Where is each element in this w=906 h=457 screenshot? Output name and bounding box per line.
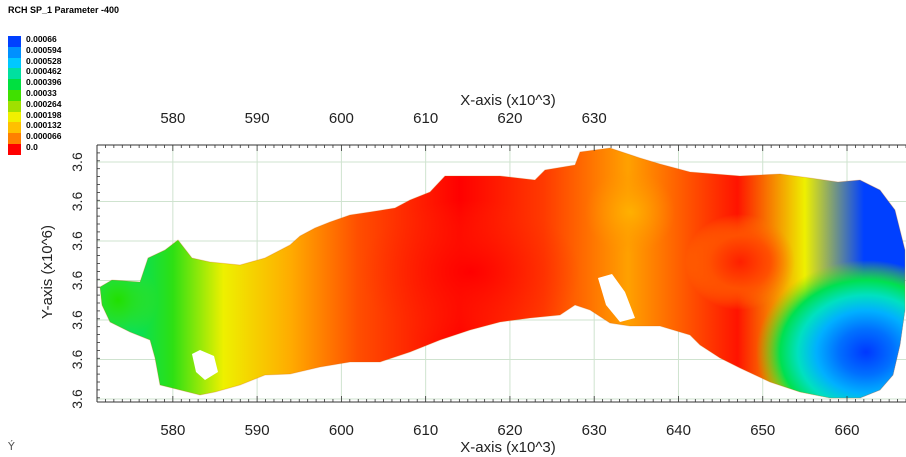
x-tick-label-bottom: 620 [497,422,522,439]
inactive-cell-hole-west [192,350,218,380]
x-tick-label-bottom: 650 [750,422,775,439]
x-tick-label-bottom: 630 [582,422,607,439]
y-axis-title: Y-axis (x10^6) [39,225,56,319]
axis-tick-labels: 580 590 600 610 620 630 580 590 600 610 620 630 640 6… [69,110,860,439]
legend-swatch [8,122,21,134]
legend-swatch [8,57,21,69]
legend-swatch [8,46,21,58]
legend-label: 0.00033 [26,87,57,98]
inactive-cell-hole [598,274,635,322]
maximum-zone-east [756,260,905,398]
y-tick-label: 3.6 [69,310,85,330]
legend-label: 0.00066 [26,34,57,44]
x-tick-label-bottom: 590 [245,422,270,439]
legend-swatch [8,143,21,155]
x-tick-label-top: 610 [413,110,438,127]
legend-swatch [8,100,21,112]
legend-label: 0.000462 [26,66,62,77]
x-tick-label-bottom: 640 [666,422,691,439]
legend-label: 0.000594 [26,44,62,55]
y-tick-label: 3.6 [69,231,85,251]
legend-swatch [8,36,21,47]
x-tick-label-top: 620 [497,110,522,127]
x-tick-label-bottom: 610 [413,422,438,439]
domain-outline [99,147,906,399]
y-tick-label: 3.6 [69,350,85,370]
x-tick-label-bottom: 600 [329,422,354,439]
x-tick-label-bottom: 580 [160,422,185,439]
legend-label: 0.000198 [26,109,62,120]
legend-swatch [8,111,21,123]
axis-ticks [96,144,906,402]
x-tick-label-top: 580 [160,110,185,127]
x-axis-title-top: X-axis (x10^3) [460,92,555,109]
x-tick-label-bottom: 660 [834,422,859,439]
east-minimum-zone [685,214,795,310]
legend-label: 0.0 [26,141,38,152]
legend-label: 0.000066 [26,131,62,142]
x-axis-title-bottom: X-axis (x10^3) [460,439,555,456]
y-tick-label: 3.6 [69,271,85,291]
legend-label: 0.000132 [26,120,62,131]
legend-swatch [8,133,21,144]
y-tick-label: 3.6 [69,192,85,212]
axis-triad-icon: Ý [8,440,15,453]
legend-label: 0.000264 [26,98,62,109]
x-tick-label-top: 600 [329,110,354,127]
contour-field [100,148,905,398]
legend-label: 0.000528 [26,55,62,66]
orange-high-zone [585,170,675,254]
x-tick-label-top: 630 [582,110,607,127]
chart-title: RCH SP_1 Parameter -400 [8,5,120,15]
west-green-zone [100,260,158,340]
legend-swatch [8,68,21,80]
legend-swatch [8,79,21,90]
y-tick-label: 3.6 [69,389,85,409]
legend-label: 0.000396 [26,77,62,88]
y-tick-label: 3.6 [69,152,85,172]
legend-swatch [8,89,21,101]
minimum-zone-center [360,200,580,344]
x-tick-label-top: 590 [245,110,270,127]
